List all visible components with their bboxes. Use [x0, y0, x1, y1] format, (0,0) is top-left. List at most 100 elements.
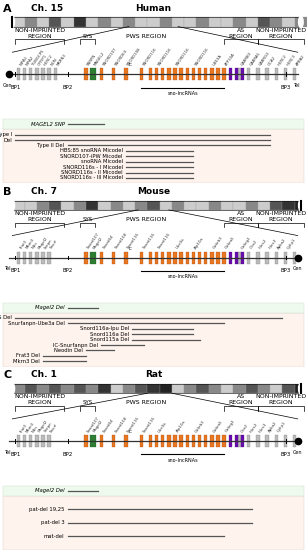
Bar	[29, 68, 33, 80]
Bar	[184, 201, 196, 210]
Bar	[49, 384, 61, 393]
Bar	[149, 435, 152, 447]
Bar	[3, 312, 304, 367]
Bar	[293, 252, 297, 263]
Bar	[86, 384, 98, 393]
Bar	[155, 68, 158, 80]
Bar	[282, 384, 295, 393]
Bar	[246, 384, 258, 393]
Text: Ndn: Ndn	[31, 425, 39, 433]
Text: SNORD64: SNORD64	[114, 48, 128, 67]
Text: MKRN3: MKRN3	[56, 53, 67, 67]
Text: PWS REGION: PWS REGION	[126, 400, 166, 405]
Text: Herc3: Herc3	[258, 421, 268, 433]
Text: APBA2: APBA2	[295, 54, 306, 67]
Bar	[221, 201, 233, 210]
Text: PWS-AS Del: PWS-AS Del	[0, 316, 12, 321]
Bar	[124, 252, 128, 263]
Text: Ch. 15: Ch. 15	[31, 4, 63, 13]
Ellipse shape	[298, 16, 303, 28]
Text: SNORD108: SNORD108	[126, 46, 142, 67]
Text: Mkrn3: Mkrn3	[25, 238, 35, 250]
Bar	[86, 18, 98, 26]
Text: NON-IMPRINTED
REGION: NON-IMPRINTED REGION	[14, 28, 65, 38]
Bar	[204, 435, 208, 447]
Text: NON-IMPRINTED
REGION: NON-IMPRINTED REGION	[255, 211, 306, 222]
Text: GABRG3: GABRG3	[258, 51, 271, 67]
Bar	[210, 252, 214, 263]
Bar	[185, 68, 189, 80]
Bar	[86, 201, 98, 210]
Text: Herc3: Herc3	[268, 238, 278, 250]
Bar	[275, 252, 278, 263]
Text: Mouse: Mouse	[137, 187, 170, 196]
Text: Apba2: Apba2	[268, 421, 278, 433]
Text: IC: IC	[128, 247, 133, 251]
Bar	[90, 435, 96, 447]
Bar	[246, 18, 258, 26]
Text: Snurfanpn-Ube3a Del: Snurfanpn-Ube3a Del	[8, 321, 64, 326]
Text: Gabra5: Gabra5	[212, 419, 224, 433]
Text: Oca2: Oca2	[249, 239, 258, 250]
Text: Snord116a-Ipu Del: Snord116a-Ipu Del	[80, 326, 129, 331]
Text: Snord116: Snord116	[126, 232, 141, 250]
Bar	[204, 68, 208, 80]
Text: mat-del: mat-del	[44, 534, 64, 539]
Bar	[25, 18, 37, 26]
Text: UBE3A: UBE3A	[212, 53, 223, 67]
Bar	[241, 252, 244, 263]
Bar	[123, 384, 135, 393]
Text: Gabra5: Gabra5	[225, 236, 236, 250]
Text: Snord116: Snord116	[142, 415, 156, 433]
Text: Frat3 Del: Frat3 Del	[16, 353, 40, 359]
Text: Magel2: Magel2	[93, 419, 104, 433]
Text: Rat: Rat	[145, 370, 162, 380]
Bar	[275, 435, 278, 447]
Bar	[160, 18, 172, 26]
Bar	[124, 435, 128, 447]
Text: BP1: BP1	[10, 268, 21, 273]
Bar	[241, 435, 244, 447]
Bar	[160, 384, 172, 393]
Text: Gabrg3: Gabrg3	[225, 419, 236, 433]
Bar	[222, 435, 226, 447]
Text: Tel: Tel	[293, 83, 300, 88]
Text: Herc2: Herc2	[249, 421, 259, 433]
Bar	[17, 252, 20, 263]
Text: Cen: Cen	[3, 83, 12, 88]
Bar	[124, 68, 128, 80]
Text: Frat3: Frat3	[19, 239, 28, 250]
Text: Cen: Cen	[293, 450, 302, 455]
Bar	[25, 201, 37, 210]
Text: Frat3: Frat3	[19, 422, 28, 433]
Bar	[12, 384, 25, 393]
Text: Ch. 1: Ch. 1	[31, 370, 56, 380]
Text: Tel: Tel	[4, 266, 11, 271]
Bar	[53, 68, 57, 80]
Bar	[3, 119, 304, 129]
Text: Cyfip1: Cyfip1	[286, 237, 297, 250]
Text: Snrpn: Snrpn	[44, 238, 53, 250]
Text: IC: IC	[128, 63, 133, 68]
Text: ATP10A: ATP10A	[225, 52, 236, 67]
Text: BP3: BP3	[280, 85, 291, 90]
Text: SNORD116s - III Micodel: SNORD116s - III Micodel	[60, 175, 123, 180]
Bar	[147, 384, 160, 393]
Bar	[198, 68, 201, 80]
Text: Neodin Del: Neodin Del	[54, 348, 83, 353]
Bar	[238, 435, 241, 447]
Text: HBS:85 snoRNA Micodel: HBS:85 snoRNA Micodel	[60, 148, 123, 153]
Text: TUBGCP5: TUBGCP5	[31, 49, 45, 67]
Ellipse shape	[298, 200, 303, 211]
Bar	[112, 68, 115, 80]
Bar	[256, 435, 260, 447]
Bar	[209, 18, 221, 26]
Text: Atp10a: Atp10a	[176, 420, 187, 433]
Bar	[49, 201, 61, 210]
Text: GABRB3: GABRB3	[240, 51, 253, 67]
Bar	[111, 201, 123, 210]
Bar	[99, 68, 103, 80]
Text: sno-lncRNAs: sno-lncRNAs	[167, 458, 198, 463]
Text: Snord108: Snord108	[114, 232, 128, 250]
Text: A: A	[3, 4, 12, 14]
